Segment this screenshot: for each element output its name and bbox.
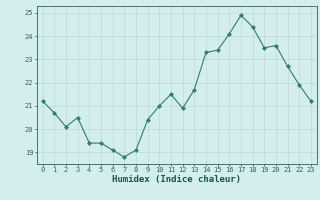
X-axis label: Humidex (Indice chaleur): Humidex (Indice chaleur) bbox=[112, 175, 241, 184]
